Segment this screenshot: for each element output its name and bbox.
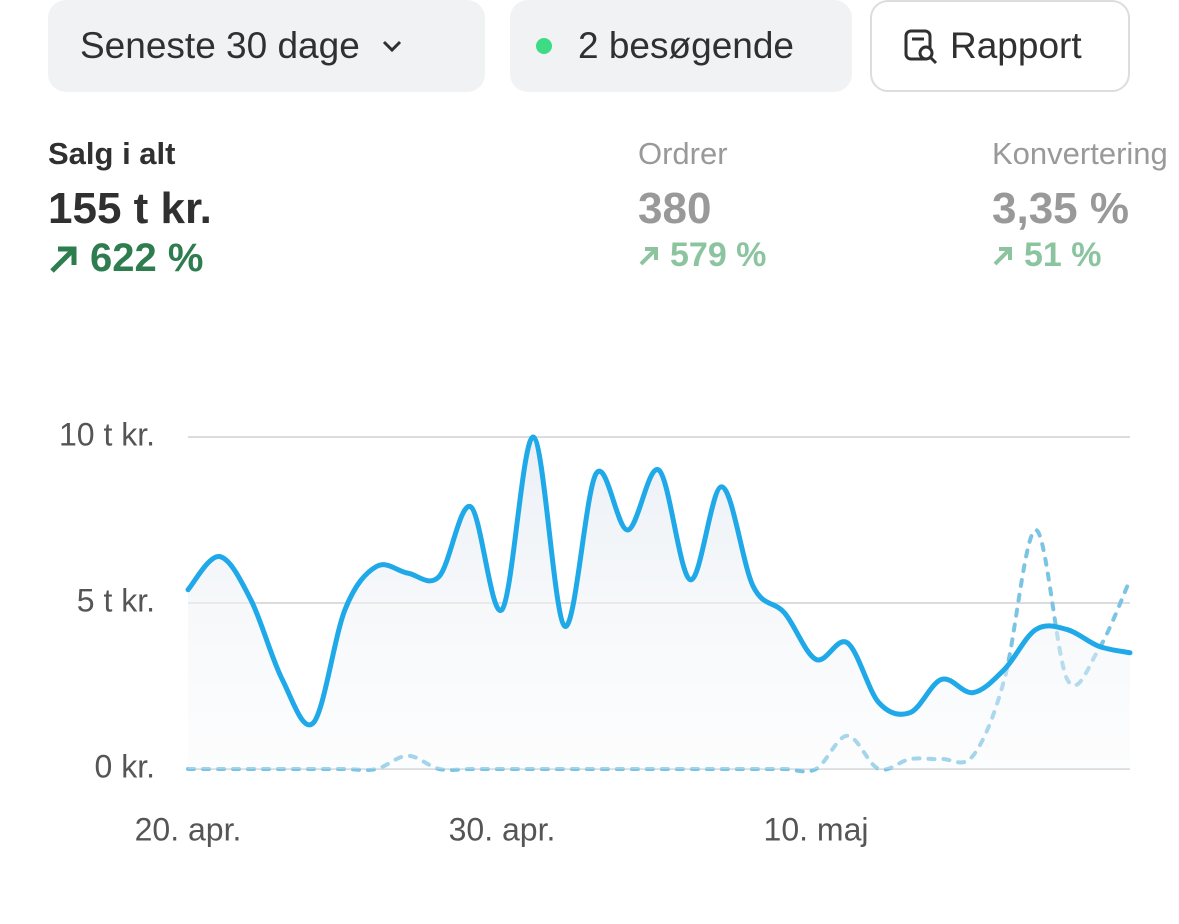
metric-change-row: 51 % <box>992 236 1179 275</box>
chevron-icon <box>382 40 401 53</box>
period-label: Seneste 30 dage <box>80 25 360 66</box>
metric-change: 579 % <box>670 236 767 274</box>
line <box>185 434 1133 728</box>
live-dot <box>536 38 552 54</box>
visitors-button[interactable]: 2 besøgende <box>510 0 852 92</box>
metric-change-row: 579 % <box>638 236 766 275</box>
x-tick-label: 30. apr. <box>449 811 556 847</box>
x-tick-label: 10. maj <box>764 811 869 847</box>
report-label: Rapport <box>950 25 1082 66</box>
metric[interactable]: Konvertering 3,35 % 51 % <box>992 136 1179 275</box>
metric-title: Salg i alt <box>48 136 176 171</box>
metric-value: 155 t kr. <box>48 184 212 233</box>
period-button[interactable]: Seneste 30 dage <box>48 0 485 92</box>
report-button[interactable]: Rapport <box>870 0 1130 92</box>
metric-title: Ordrer <box>638 136 728 171</box>
y-tick-label: 0 kr. <box>95 748 155 784</box>
up-arrow <box>993 246 1012 265</box>
area <box>188 436 1130 769</box>
metric-value: 380 <box>638 184 712 233</box>
metric-change: 622 % <box>90 236 204 280</box>
metric-change: 51 % <box>1024 236 1102 274</box>
y-tick-label: 5 t kr. <box>77 582 155 618</box>
metric-value: 3,35 % <box>992 184 1129 233</box>
metric[interactable]: Salg i alt 155 t kr. 622 % <box>48 136 212 281</box>
up-arrow <box>639 246 658 265</box>
metric[interactable]: Ordrer 380 579 % <box>638 136 766 275</box>
visitors-label: 2 besøgende <box>578 25 795 66</box>
y-tick-label: 10 t kr. <box>59 416 155 452</box>
metric-change-row: 622 % <box>48 236 212 281</box>
report-icon <box>904 29 938 65</box>
metric-title: Konvertering <box>992 136 1168 171</box>
up-arrow <box>50 246 77 273</box>
x-tick-label: 20. apr. <box>135 811 242 847</box>
